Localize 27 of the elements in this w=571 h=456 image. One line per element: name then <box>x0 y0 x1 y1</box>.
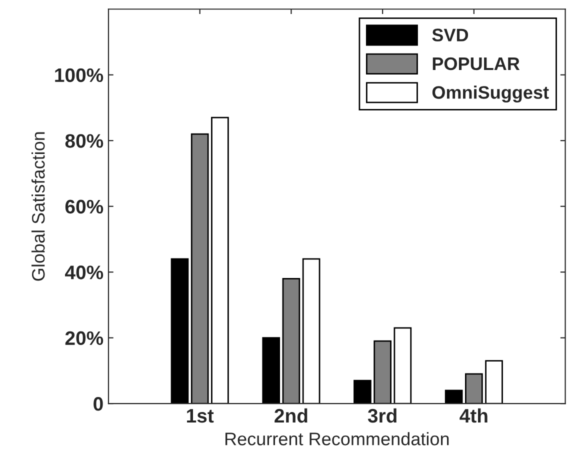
bar <box>354 380 372 404</box>
x-tick-label: 2nd <box>274 408 308 423</box>
bar <box>302 258 320 404</box>
y-tick-label: 100% <box>55 68 104 82</box>
legend-label: SVD <box>432 28 468 42</box>
x-tick-label: 4th <box>460 408 488 423</box>
y-tick-label: 60% <box>65 200 104 214</box>
bar <box>485 360 503 404</box>
x-tick-label: 3rd <box>368 408 396 423</box>
bar <box>190 133 209 404</box>
bar <box>394 327 412 404</box>
bar <box>170 258 189 404</box>
y-tick-label: 0 <box>94 397 103 411</box>
bar <box>262 337 280 404</box>
x-axis-title: Recurrent Recommendation <box>225 432 449 446</box>
y-axis-title: Global Satisfaction <box>32 132 45 281</box>
bar <box>465 373 483 404</box>
legend-label: OmniSuggest <box>432 86 549 102</box>
x-tick-label: 1st <box>187 409 214 423</box>
y-tick-label: 20% <box>65 331 104 346</box>
bar <box>444 390 463 404</box>
y-tick-label: 40% <box>65 266 104 280</box>
bar <box>282 278 300 404</box>
legend-label: POPULAR <box>432 57 520 70</box>
bar <box>374 340 392 404</box>
y-tick-label: 80% <box>65 134 104 148</box>
bar <box>211 116 229 404</box>
